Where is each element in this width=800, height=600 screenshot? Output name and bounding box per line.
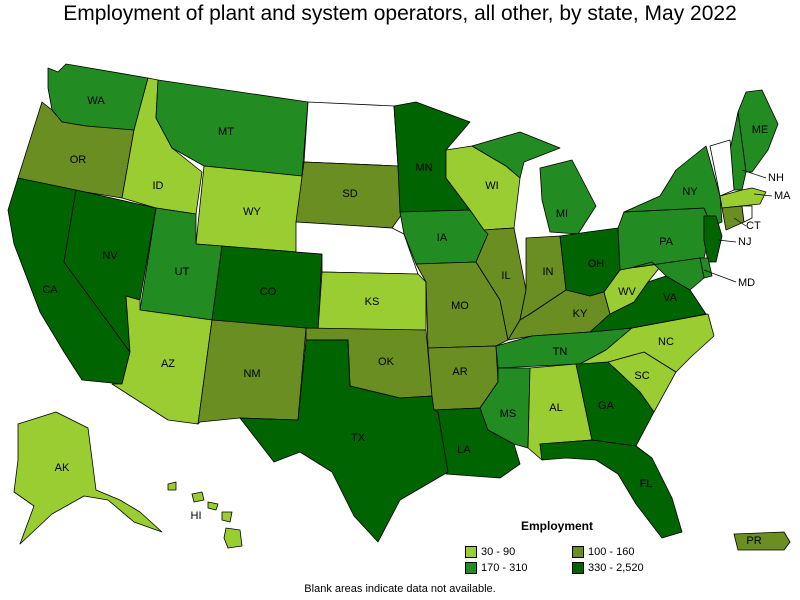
state-label-MD: MD — [738, 277, 755, 289]
state-label-MA: MA — [774, 190, 791, 202]
state-label-MN: MN — [415, 162, 432, 174]
state-label-OR: OR — [70, 154, 87, 166]
state-MD[interactable] — [629, 257, 705, 291]
state-label-VA: VA — [663, 292, 678, 304]
legend-swatch — [572, 562, 584, 574]
legend-label: 170 - 310 — [481, 562, 528, 574]
state-label-PA: PA — [659, 236, 674, 248]
state-label-NC: NC — [658, 336, 674, 348]
state-label-ID: ID — [153, 180, 164, 192]
map-title: Employment of plant and system operators… — [63, 2, 737, 25]
state-label-NJ: NJ — [738, 236, 751, 248]
leader-MA — [753, 193, 773, 197]
state-label-KS: KS — [365, 296, 380, 308]
state-label-MT: MT — [218, 126, 234, 138]
state-label-OK: OK — [378, 356, 395, 368]
leader-CT — [733, 217, 747, 227]
state-VT[interactable] — [709, 139, 735, 197]
state-AK[interactable] — [13, 411, 163, 545]
legend-swatch — [465, 562, 477, 574]
legend-title: Employment — [521, 519, 594, 533]
footnote: Blank areas indicate data not available. — [304, 583, 496, 595]
state-label-CA: CA — [42, 284, 58, 296]
legend-label: 100 - 160 — [588, 546, 635, 558]
state-label-HI: HI — [191, 510, 202, 522]
state-labels-layer: WA OR CA NV ID MT WY UT AZ CO NM SD KS O… — [42, 95, 791, 547]
state-label-WA: WA — [87, 95, 105, 107]
state-label-IA: IA — [437, 232, 448, 244]
state-label-WV: WV — [618, 286, 636, 298]
state-NJ[interactable] — [703, 215, 723, 263]
state-label-ME: ME — [752, 124, 769, 136]
state-TX[interactable] — [239, 339, 449, 543]
state-label-KY: KY — [573, 308, 588, 320]
leader-NJ — [717, 239, 737, 243]
state-SD[interactable] — [295, 161, 403, 229]
state-label-NM: NM — [243, 368, 260, 380]
state-label-TN: TN — [553, 346, 568, 358]
state-RI[interactable] — [741, 205, 753, 223]
state-label-GA: GA — [598, 400, 615, 412]
state-ND[interactable] — [303, 101, 399, 167]
state-label-FL: FL — [640, 478, 653, 490]
state-NH[interactable] — [729, 111, 747, 191]
state-label-AK: AK — [55, 462, 70, 474]
state-label-CT: CT — [746, 220, 761, 232]
leader-MD — [703, 269, 737, 283]
state-label-AZ: AZ — [161, 358, 175, 370]
legend-item-bin-3: 330 - 2,520 — [572, 562, 644, 574]
state-label-NV: NV — [102, 250, 118, 262]
state-label-NY: NY — [682, 186, 698, 198]
state-CT[interactable] — [721, 205, 745, 231]
state-label-NH: NH — [768, 172, 784, 184]
state-label-AL: AL — [549, 402, 562, 414]
state-label-IL: IL — [501, 270, 510, 282]
legend-swatch — [572, 546, 584, 558]
legend-item-bin-0: 30 - 90 — [465, 546, 515, 558]
state-label-MS: MS — [500, 408, 517, 420]
legend-label: 330 - 2,520 — [588, 562, 644, 574]
legend-swatch — [465, 546, 477, 558]
state-label-LA: LA — [457, 444, 471, 456]
state-label-AR: AR — [452, 366, 467, 378]
state-label-TX: TX — [351, 432, 366, 444]
state-label-MO: MO — [451, 300, 469, 312]
leader-NH — [741, 169, 767, 179]
legend-item-bin-2: 170 - 310 — [465, 562, 527, 574]
state-label-CO: CO — [260, 286, 277, 298]
state-HI[interactable] — [167, 481, 243, 549]
state-label-WI: WI — [485, 180, 498, 192]
state-PR[interactable] — [733, 531, 791, 551]
state-label-PR: PR — [746, 535, 761, 547]
state-label-IN: IN — [543, 266, 554, 278]
legend-item-bin-1: 100 - 160 — [572, 546, 634, 558]
state-FL[interactable] — [539, 439, 683, 539]
state-label-SC: SC — [634, 370, 649, 382]
legend-label: 30 - 90 — [481, 546, 516, 558]
state-label-SD: SD — [342, 188, 357, 200]
state-KS[interactable] — [317, 271, 427, 331]
states-layer — [7, 63, 791, 551]
state-label-MI: MI — [556, 208, 568, 220]
state-label-UT: UT — [175, 266, 190, 278]
state-label-OH: OH — [588, 258, 605, 270]
state-label-WY: WY — [243, 206, 261, 218]
